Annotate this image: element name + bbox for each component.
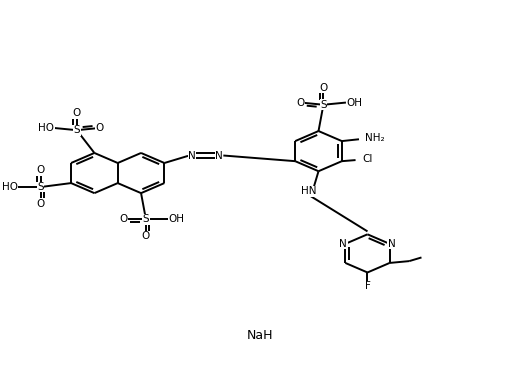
Text: O: O bbox=[141, 231, 150, 241]
Text: N: N bbox=[387, 239, 395, 249]
Text: N: N bbox=[188, 151, 195, 160]
Text: O: O bbox=[36, 199, 44, 209]
Text: N: N bbox=[339, 239, 346, 249]
Text: O: O bbox=[319, 83, 327, 93]
Text: F: F bbox=[364, 282, 370, 291]
Text: O: O bbox=[296, 98, 305, 107]
Text: HO: HO bbox=[38, 123, 54, 133]
Text: N: N bbox=[215, 151, 222, 160]
Text: Cl: Cl bbox=[362, 154, 372, 164]
Text: HN: HN bbox=[300, 186, 316, 196]
Text: S: S bbox=[142, 215, 149, 224]
Text: O: O bbox=[36, 165, 44, 175]
Text: NaH: NaH bbox=[246, 329, 273, 342]
Text: OH: OH bbox=[168, 215, 184, 224]
Text: HO: HO bbox=[2, 182, 18, 192]
Text: OH: OH bbox=[345, 98, 361, 107]
Text: O: O bbox=[73, 109, 81, 118]
Text: NH₂: NH₂ bbox=[365, 133, 384, 143]
Text: S: S bbox=[73, 125, 80, 135]
Text: O: O bbox=[119, 215, 127, 224]
Text: S: S bbox=[37, 182, 44, 192]
Text: S: S bbox=[320, 100, 326, 110]
Text: O: O bbox=[95, 123, 103, 133]
